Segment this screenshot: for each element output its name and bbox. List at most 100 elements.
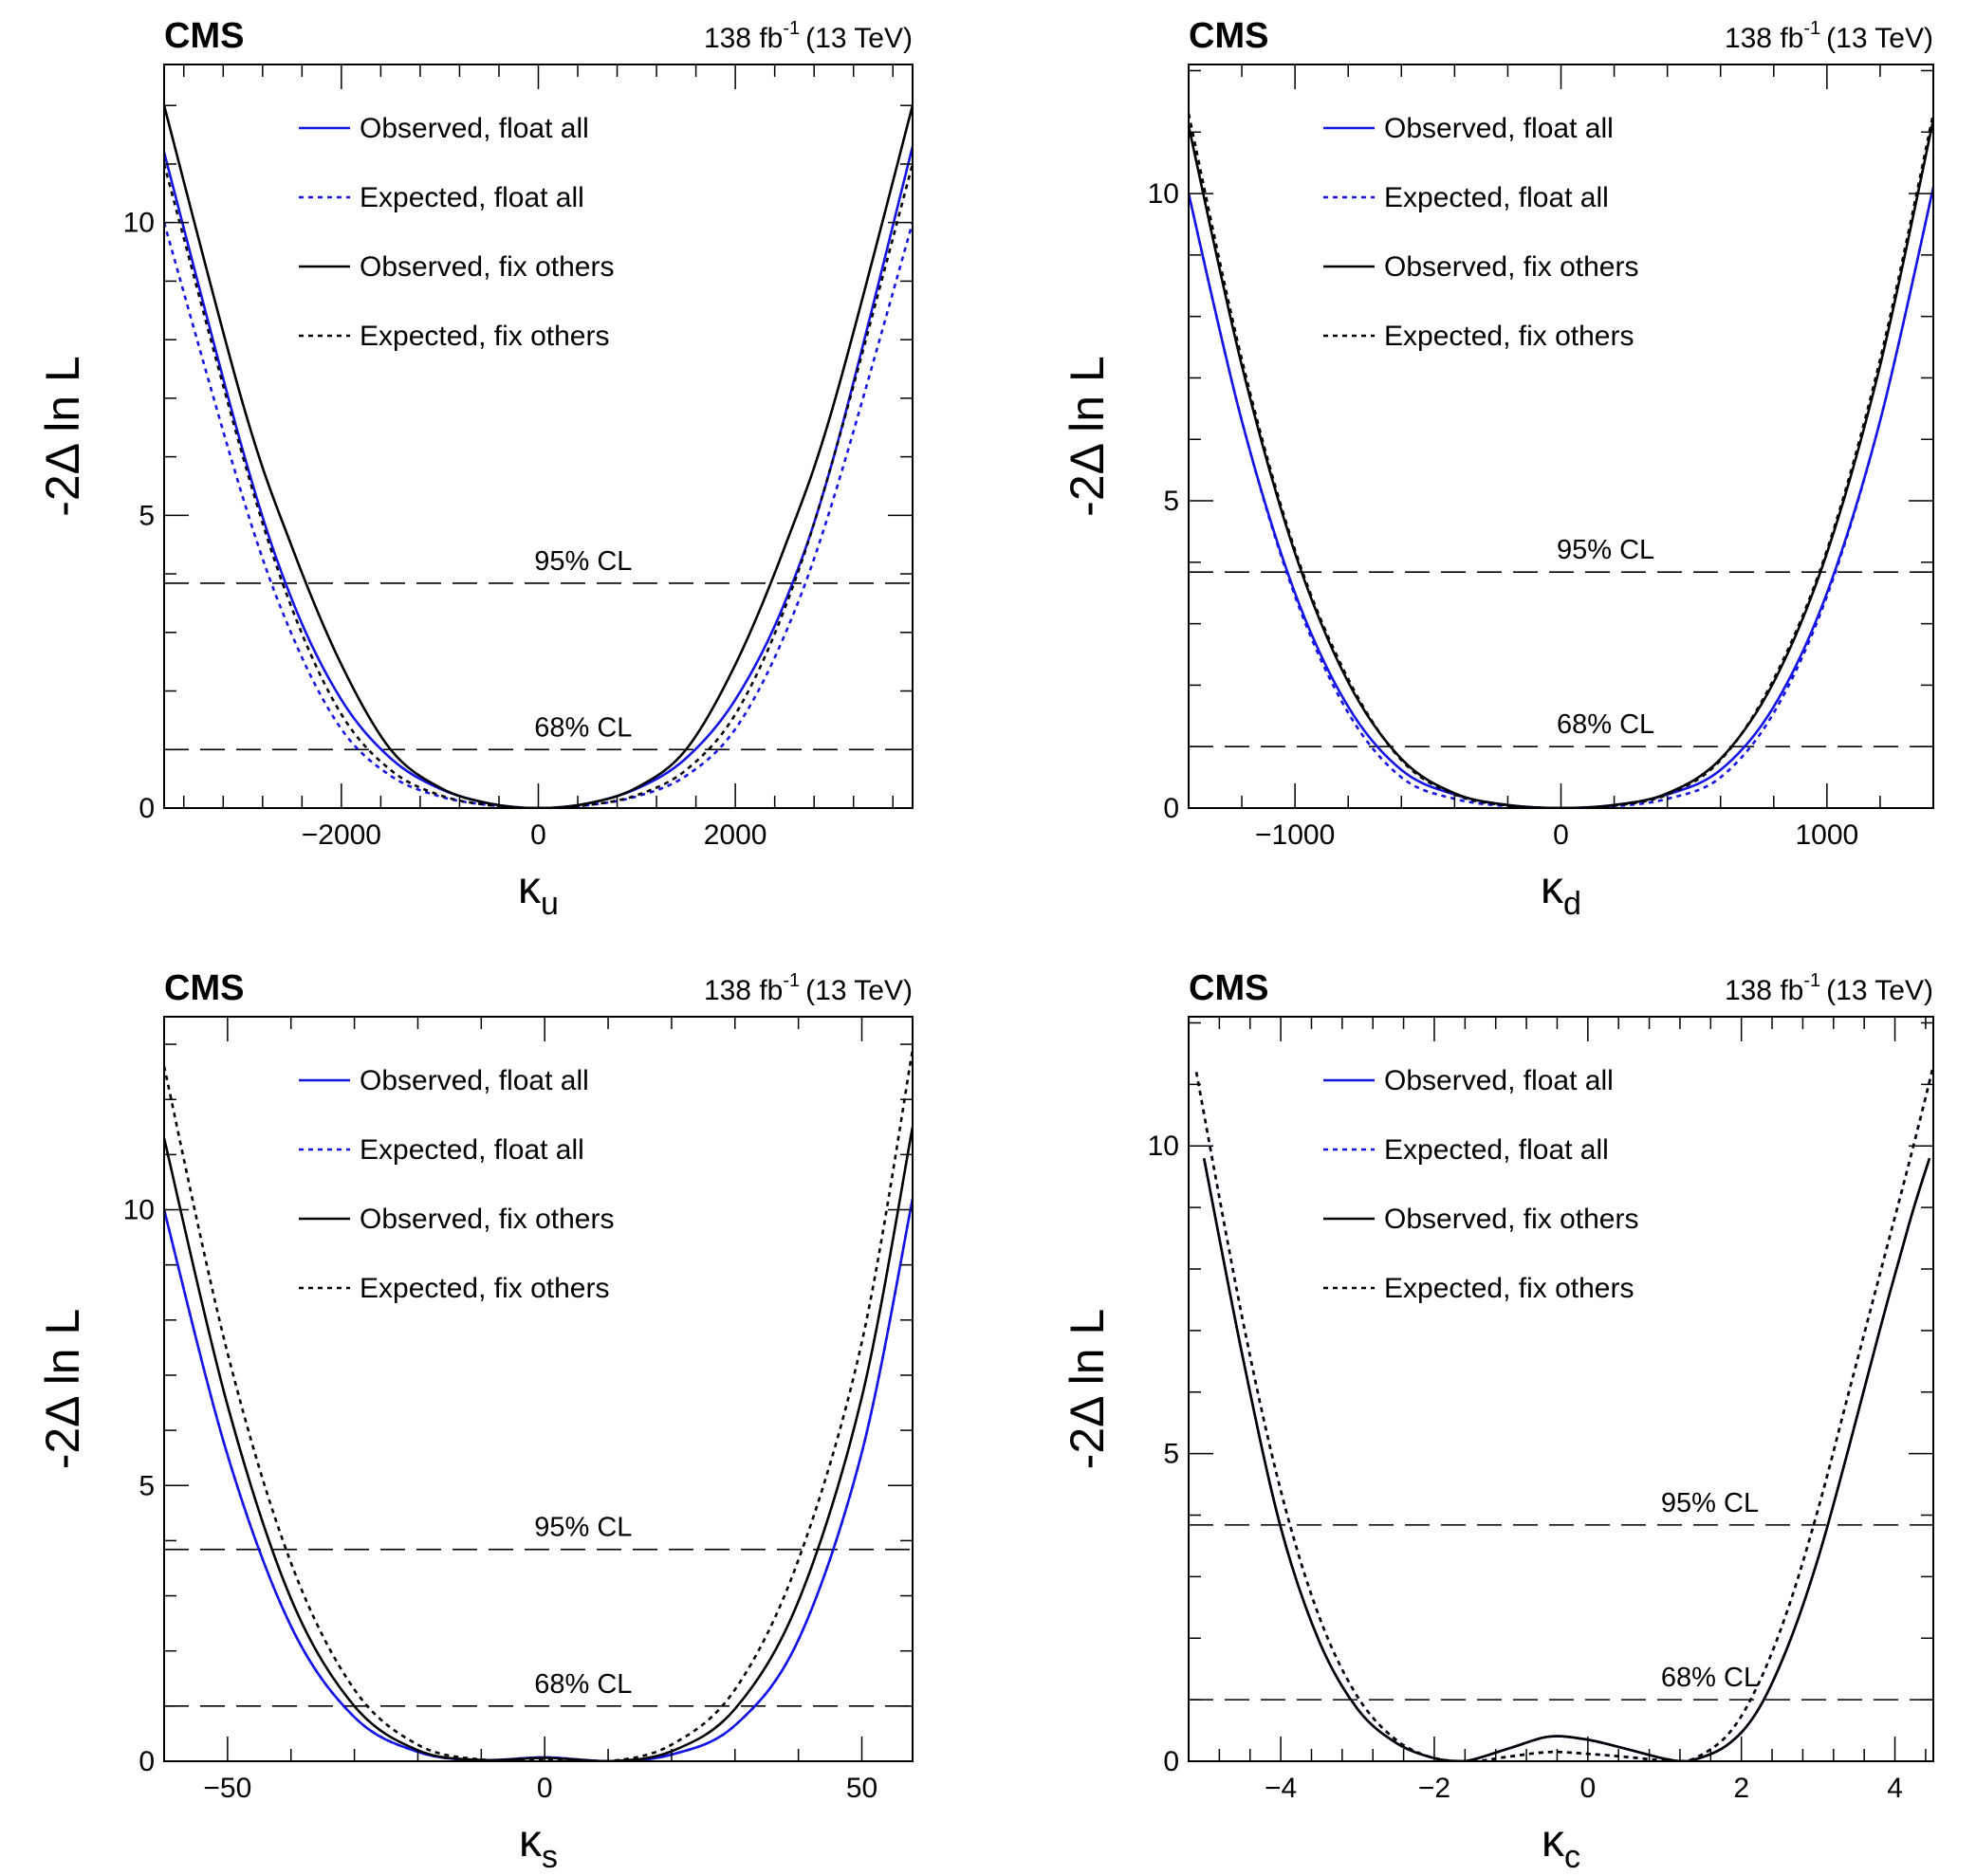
legend-label: Observed, fix others <box>1384 1204 1638 1235</box>
energy-label: (13 TeV) <box>1826 23 1933 54</box>
x-axis-title: κd <box>1541 863 1581 922</box>
legend-label: Expected, fix others <box>1384 321 1634 352</box>
energy-label: (13 TeV) <box>1826 975 1933 1006</box>
plot-frame <box>163 1016 914 1762</box>
y-tick-label: 10 <box>123 208 155 239</box>
chart-panel-u: CMS 138 fb-1 (13 TeV) 95% CL 68% CL 0 5 10 −2000… <box>36 16 914 922</box>
y-axis-title: -2Δ ln L <box>1061 1309 1114 1470</box>
lumi-value: 138 fb <box>1725 975 1803 1006</box>
experiment-label: CMS <box>1189 16 1268 56</box>
x-axis-symbol: κ <box>1541 863 1564 913</box>
x-axis-symbol: κ <box>518 863 542 913</box>
legend-label: Expected, float all <box>360 1134 584 1166</box>
y-tick-label: 0 <box>1163 793 1179 824</box>
series-group <box>164 104 913 808</box>
y-tick-label: 5 <box>1163 1439 1179 1470</box>
experiment-label: CMS <box>164 16 244 56</box>
lumi-exponent: -1 <box>783 18 800 39</box>
y-axis-title: -2Δ ln L <box>1061 356 1114 517</box>
y-tick-label: 5 <box>139 500 155 531</box>
x-axis-symbol: κ <box>519 1816 543 1867</box>
chart-panel-d: CMS 138 fb-1 (13 TeV) 95% CL 68% CL 0 5 10 −1000… <box>1061 16 1934 922</box>
x-tick-label: 0 <box>537 1773 553 1804</box>
legend-label: Expected, fix others <box>1384 1273 1634 1304</box>
y-tick-label: 5 <box>139 1470 155 1501</box>
legend-label: Expected, float all <box>360 182 584 213</box>
chart-panel-s: CMS 138 fb-1 (13 TeV) 95% CL 68% CL 0 5 10 −50 0 5… <box>36 968 914 1875</box>
cl-label: 95% CL <box>1661 1488 1759 1518</box>
y-axis-title: -2Δ ln L <box>36 356 89 517</box>
series-line-expected-float-all <box>164 222 913 808</box>
x-tick-label: 1000 <box>1795 819 1858 851</box>
x-tick-label: 0 <box>1553 819 1569 851</box>
legend-label: Expected, fix others <box>360 1273 609 1304</box>
x-axis-subscript: u <box>541 886 559 922</box>
legend-label: Observed, fix others <box>1384 251 1638 283</box>
y-tick-label: 0 <box>139 793 155 824</box>
y-tick-label: 10 <box>1148 178 1179 210</box>
legend-label: Observed, fix others <box>360 1204 614 1235</box>
experiment-label: CMS <box>164 968 244 1008</box>
energy-label: (13 TeV) <box>805 975 913 1006</box>
legend-label: Observed, float all <box>360 113 589 144</box>
lumi-value: 138 fb <box>1725 23 1803 54</box>
lumi-value: 138 fb <box>704 975 783 1006</box>
cl-label: 68% CL <box>534 1669 632 1700</box>
series-line-expected-float-all <box>164 1198 913 1761</box>
cl-label: 68% CL <box>1557 709 1654 740</box>
x-tick-label: 2000 <box>704 819 767 851</box>
cl-label: 68% CL <box>1661 1663 1759 1693</box>
x-tick-label: −4 <box>1265 1773 1297 1804</box>
series-line-observed-float-all <box>164 146 913 808</box>
plot-frame <box>1188 1016 1934 1762</box>
lumi-value: 138 fb <box>704 23 783 54</box>
series-line-observed-fix-others <box>1202 1157 1931 1761</box>
cl-label: 95% CL <box>534 1513 632 1543</box>
plot-frame <box>1188 64 1934 809</box>
series-group <box>1189 113 1933 808</box>
x-axis-subscript: d <box>1563 886 1581 922</box>
x-tick-label: −2 <box>1418 1773 1450 1804</box>
lumi-exponent: -1 <box>1803 970 1820 991</box>
y-tick-label: 0 <box>1163 1746 1179 1777</box>
x-axis-subscript: s <box>542 1839 558 1875</box>
y-tick-label: 5 <box>1163 486 1179 517</box>
x-tick-label: 4 <box>1887 1773 1903 1804</box>
luminosity-label: 138 fb-1 (13 TeV) <box>704 970 913 1006</box>
series-line-expected-fix-others <box>1194 1065 1933 1761</box>
series-line-observed-fix-others <box>164 104 913 808</box>
legend-label: Observed, float all <box>1384 113 1614 144</box>
luminosity-label: 138 fb-1 (13 TeV) <box>1725 970 1933 1006</box>
legend-label: Expected, float all <box>1384 182 1609 213</box>
legend-label: Observed, float all <box>1384 1065 1614 1096</box>
x-axis-title: κs <box>519 1816 558 1875</box>
lumi-exponent: -1 <box>1803 18 1820 39</box>
x-tick-label: −2000 <box>302 819 381 851</box>
series-group <box>1194 1065 1933 1761</box>
energy-label: (13 TeV) <box>805 23 913 54</box>
lumi-exponent: -1 <box>783 970 800 991</box>
x-tick-label: 50 <box>846 1773 877 1804</box>
experiment-label: CMS <box>1189 968 1268 1008</box>
series-line-expected-fix-others <box>164 1049 913 1761</box>
x-tick-label: −1000 <box>1255 819 1335 851</box>
y-tick-label: 10 <box>123 1195 155 1226</box>
luminosity-label: 138 fb-1 (13 TeV) <box>704 18 913 54</box>
cl-label: 68% CL <box>534 712 632 743</box>
cl-label: 95% CL <box>1557 535 1654 565</box>
x-tick-label: 0 <box>530 819 546 851</box>
legend-label: Observed, fix others <box>360 251 614 283</box>
x-axis-title: κu <box>518 863 559 922</box>
x-axis-subscript: c <box>1564 1839 1580 1875</box>
y-axis-title: -2Δ ln L <box>36 1309 89 1470</box>
series-line-expected-fix-others <box>1189 113 1933 808</box>
cl-label: 95% CL <box>534 546 632 577</box>
series-line-expected-float-all <box>1194 1065 1933 1761</box>
chart-panel-c: CMS 138 fb-1 (13 TeV) 95% CL 68% CL 0 5 10 −4 −2 0… <box>1061 968 1934 1875</box>
x-axis-symbol: κ <box>1542 1816 1565 1867</box>
x-axis-title: κc <box>1542 1816 1580 1875</box>
series-line-expected-fix-others <box>164 163 913 808</box>
x-tick-label: 2 <box>1733 1773 1749 1804</box>
series-line-observed-fix-others <box>1189 120 1933 808</box>
